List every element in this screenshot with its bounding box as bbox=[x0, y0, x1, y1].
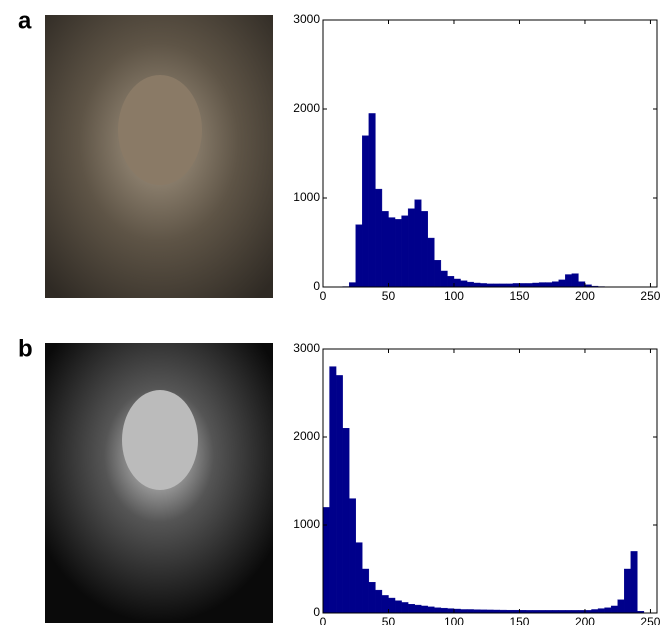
y-tick-label: 0 bbox=[313, 279, 320, 293]
bar bbox=[480, 283, 487, 287]
bar bbox=[428, 238, 435, 287]
bar bbox=[592, 609, 599, 613]
bar bbox=[467, 282, 474, 287]
bar bbox=[415, 200, 422, 287]
bar bbox=[395, 219, 402, 287]
bar bbox=[447, 609, 454, 613]
y-tick-label: 3000 bbox=[293, 341, 320, 355]
bar bbox=[434, 260, 441, 287]
bar bbox=[565, 275, 572, 287]
bar bbox=[552, 282, 559, 287]
x-tick-label: 150 bbox=[509, 615, 529, 625]
bar bbox=[598, 609, 605, 613]
bar bbox=[421, 211, 428, 287]
bar bbox=[631, 551, 638, 613]
y-tick-label: 1000 bbox=[293, 190, 320, 204]
bar bbox=[428, 607, 435, 613]
bar bbox=[578, 282, 585, 287]
x-tick-label: 200 bbox=[575, 289, 595, 303]
bar bbox=[395, 601, 402, 613]
bar bbox=[454, 279, 461, 287]
y-tick-label: 2000 bbox=[293, 429, 320, 443]
x-tick-label: 0 bbox=[320, 289, 327, 303]
bar bbox=[375, 590, 382, 613]
bar bbox=[572, 274, 579, 287]
bar bbox=[624, 569, 631, 613]
x-tick-label: 0 bbox=[320, 615, 327, 625]
bar bbox=[618, 600, 625, 613]
photo-face bbox=[122, 390, 198, 490]
bar bbox=[559, 280, 566, 287]
bar bbox=[402, 216, 409, 287]
bar bbox=[441, 608, 448, 613]
bar bbox=[349, 499, 356, 613]
x-tick-label: 50 bbox=[382, 289, 396, 303]
bar bbox=[323, 507, 330, 613]
y-tick-label: 3000 bbox=[293, 12, 320, 26]
x-tick-label: 100 bbox=[444, 615, 464, 625]
bar bbox=[519, 283, 526, 287]
bar bbox=[533, 283, 540, 287]
x-tick-label: 100 bbox=[444, 289, 464, 303]
bar bbox=[408, 604, 415, 613]
bar bbox=[467, 609, 474, 613]
bar bbox=[362, 136, 369, 287]
x-tick-label: 150 bbox=[509, 289, 529, 303]
bar bbox=[388, 598, 395, 613]
y-tick-label: 2000 bbox=[293, 101, 320, 115]
bar bbox=[539, 283, 546, 287]
bar bbox=[434, 608, 441, 613]
bar bbox=[441, 271, 448, 287]
bar bbox=[447, 276, 454, 287]
x-tick-label: 250 bbox=[640, 615, 660, 625]
bar bbox=[356, 225, 363, 287]
bar bbox=[474, 610, 481, 613]
bar bbox=[349, 283, 356, 287]
bar bbox=[382, 211, 389, 287]
y-tick-label: 1000 bbox=[293, 517, 320, 531]
x-tick-label: 50 bbox=[382, 615, 396, 625]
bar bbox=[461, 281, 468, 287]
bar bbox=[546, 283, 553, 287]
panel-label: b bbox=[18, 335, 33, 362]
bar bbox=[382, 595, 389, 613]
y-tick-label: 0 bbox=[313, 605, 320, 619]
bar bbox=[375, 189, 382, 287]
bar bbox=[461, 609, 468, 613]
bar bbox=[408, 209, 415, 287]
bar bbox=[513, 283, 520, 287]
bar bbox=[605, 608, 612, 613]
bar bbox=[526, 283, 533, 287]
bar bbox=[343, 428, 350, 613]
bar bbox=[474, 283, 481, 287]
bar bbox=[356, 543, 363, 613]
bar bbox=[402, 602, 409, 613]
bar bbox=[421, 606, 428, 613]
bar bbox=[415, 605, 422, 613]
axes-box bbox=[323, 349, 657, 613]
bar bbox=[369, 113, 376, 287]
bar bbox=[362, 569, 369, 613]
x-tick-label: 250 bbox=[640, 289, 660, 303]
x-tick-label: 200 bbox=[575, 615, 595, 625]
bar bbox=[336, 375, 343, 613]
bar bbox=[388, 218, 395, 287]
bar bbox=[454, 609, 461, 613]
bar bbox=[369, 582, 376, 613]
panel-label: a bbox=[18, 7, 32, 34]
bar bbox=[611, 606, 618, 613]
photo-face bbox=[118, 75, 202, 185]
bar bbox=[330, 367, 337, 613]
